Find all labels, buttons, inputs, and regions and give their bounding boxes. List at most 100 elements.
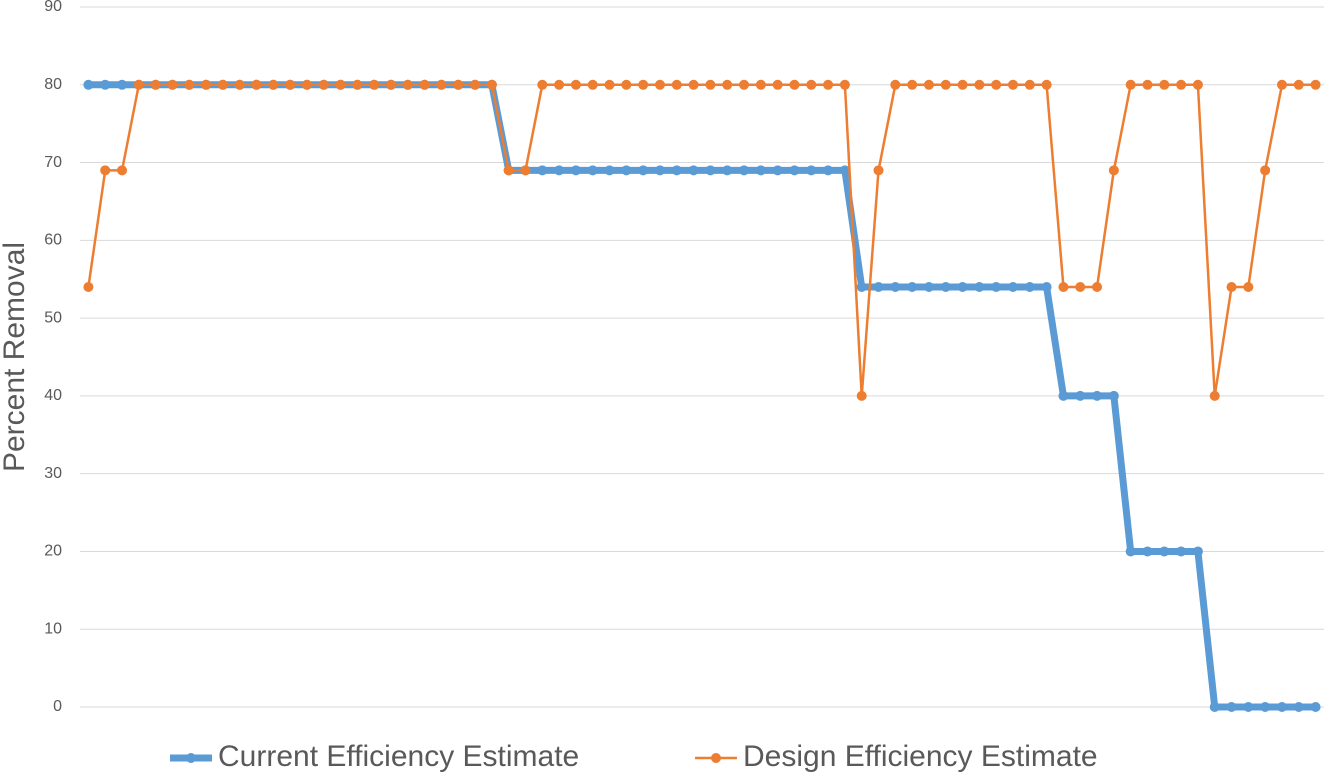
data-point <box>739 165 750 176</box>
y-tick-label: 30 <box>44 465 62 482</box>
data-point <box>453 79 464 90</box>
data-point <box>638 165 649 176</box>
data-point <box>621 165 632 176</box>
data-point <box>301 79 312 90</box>
data-point <box>1075 282 1086 292</box>
y-axis-label: Percent Removal <box>0 242 31 472</box>
data-point <box>621 79 632 90</box>
data-point <box>1008 282 1018 292</box>
data-point <box>1192 79 1203 90</box>
data-point <box>1243 282 1254 292</box>
data-point <box>1024 282 1035 292</box>
data-point <box>1159 79 1170 90</box>
data-point <box>873 165 884 176</box>
data-point <box>839 79 850 90</box>
data-point <box>268 79 279 90</box>
data-point <box>789 165 800 176</box>
data-point <box>587 79 598 90</box>
data-point <box>671 79 682 90</box>
data-point <box>335 79 346 90</box>
data-point <box>234 79 245 90</box>
data-point <box>923 282 934 292</box>
data-point <box>755 79 766 90</box>
data-point <box>1293 702 1304 712</box>
data-point <box>974 79 985 90</box>
data-point <box>856 282 867 292</box>
data-point <box>957 79 968 90</box>
data-point <box>520 165 531 176</box>
data-point <box>940 282 951 292</box>
data-point <box>923 79 934 90</box>
data-point <box>352 79 363 90</box>
data-point <box>789 79 800 90</box>
data-point <box>217 79 228 90</box>
data-point <box>806 79 817 90</box>
data-point <box>604 79 615 90</box>
data-point <box>806 165 817 176</box>
data-point <box>1108 165 1119 176</box>
data-point <box>1092 390 1103 401</box>
data-point <box>419 79 430 90</box>
data-point <box>991 282 1002 292</box>
data-point <box>1058 282 1069 292</box>
data-point <box>1276 702 1287 712</box>
data-point <box>587 165 598 176</box>
data-point <box>570 79 581 90</box>
y-tick-label: 40 <box>44 387 62 404</box>
y-tick-label: 10 <box>44 620 62 637</box>
y-tick-label: 60 <box>44 232 62 249</box>
data-point <box>1243 702 1254 712</box>
legend-marker <box>711 753 721 763</box>
data-point <box>739 79 750 90</box>
y-tick-label: 0 <box>53 698 62 715</box>
data-point <box>318 79 329 90</box>
data-point <box>402 79 413 90</box>
data-point <box>1075 390 1086 401</box>
data-point <box>1260 702 1271 712</box>
data-point <box>83 79 94 90</box>
data-point <box>1125 546 1136 557</box>
data-point <box>772 165 783 176</box>
data-point <box>907 282 918 292</box>
data-point <box>957 282 968 292</box>
data-point <box>133 79 144 90</box>
data-point <box>251 79 262 90</box>
data-point <box>117 79 128 90</box>
data-point <box>1176 546 1187 557</box>
data-point <box>1209 702 1220 712</box>
data-point <box>755 165 766 176</box>
data-point <box>1226 282 1237 292</box>
data-point <box>1276 79 1287 90</box>
data-point <box>873 282 884 292</box>
data-point <box>1058 390 1069 401</box>
data-point <box>1142 79 1153 90</box>
data-point <box>890 79 901 90</box>
data-point <box>688 165 699 176</box>
y-tick-label: 90 <box>44 0 62 15</box>
data-point <box>890 282 901 292</box>
data-point <box>1008 79 1018 90</box>
data-point <box>839 165 850 176</box>
data-point <box>1092 282 1103 292</box>
y-tick-label: 80 <box>44 76 62 93</box>
data-point <box>654 79 665 90</box>
data-point <box>1041 282 1052 292</box>
data-point <box>823 79 834 90</box>
data-point <box>386 79 396 90</box>
data-point <box>1293 79 1304 90</box>
data-point <box>150 79 161 90</box>
data-point <box>201 79 212 90</box>
data-point <box>705 165 716 176</box>
data-point <box>184 79 195 90</box>
data-point <box>1192 546 1203 557</box>
data-point <box>1209 390 1220 401</box>
data-point <box>856 390 867 401</box>
data-point <box>722 165 733 176</box>
data-point <box>470 79 481 90</box>
data-point <box>486 79 497 90</box>
data-point <box>537 79 548 90</box>
data-point <box>907 79 918 90</box>
data-point <box>604 165 615 176</box>
data-point <box>1176 79 1187 90</box>
